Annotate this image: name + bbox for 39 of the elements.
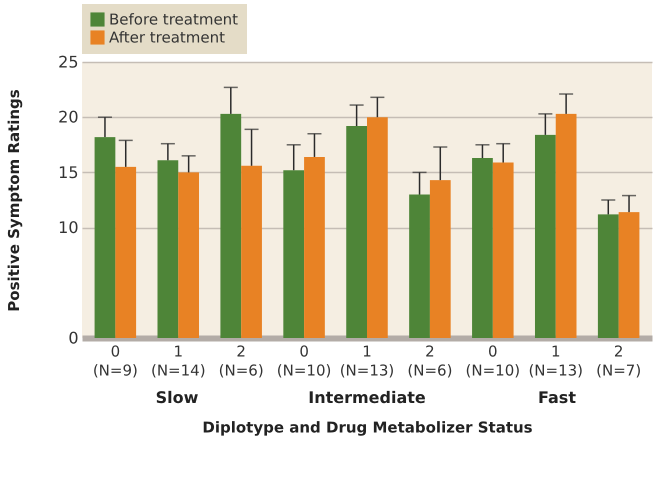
bar: [492, 162, 514, 338]
bar: [346, 126, 367, 338]
bar: [598, 214, 619, 338]
text: Fast: [538, 388, 576, 407]
bar: [283, 170, 304, 338]
x-tick-label: 0 (N=10): [276, 342, 332, 380]
text: Intermediate: [308, 388, 426, 407]
bar: [115, 166, 136, 338]
y-tick-label: 0: [68, 328, 78, 348]
x-tick-label: 0 (N=10): [466, 342, 520, 380]
bar: [618, 212, 640, 338]
x-tick-label: 1 (N=13): [528, 342, 584, 380]
y-axis-title: Positive Symptom Ratings: [5, 89, 24, 312]
x-tick-label: 2 (N=7): [596, 342, 642, 380]
x-tick-label: 0 (N=9): [92, 342, 138, 380]
legend-label: After treatment: [109, 28, 226, 46]
text: Slow: [156, 388, 199, 407]
bar: [409, 194, 430, 338]
bar: [534, 134, 556, 338]
bar: [241, 166, 262, 338]
x-tick-label: 1 (N=14): [150, 342, 206, 380]
legend-label: Before treatment: [109, 10, 238, 28]
bar: [157, 160, 178, 338]
bar: [304, 156, 325, 338]
bar: [220, 114, 242, 338]
bar: [556, 114, 577, 338]
bar: [472, 158, 493, 338]
bar: [178, 172, 200, 338]
x-tick-label: 2 (N=6): [407, 342, 452, 380]
bar: [430, 180, 451, 338]
x-axis-title: Diplotype and Drug Metabolizer Status: [202, 418, 533, 436]
y-tick-label: 10: [58, 218, 78, 238]
bar: [367, 117, 388, 338]
y-tick-label: 20: [58, 108, 78, 127]
x-tick-label: 1 (N=13): [340, 342, 394, 380]
x-tick-label: 2 (N=6): [218, 342, 264, 380]
y-tick-label: 25: [58, 52, 78, 72]
y-tick-label: 15: [58, 162, 78, 182]
bar: [94, 137, 116, 338]
